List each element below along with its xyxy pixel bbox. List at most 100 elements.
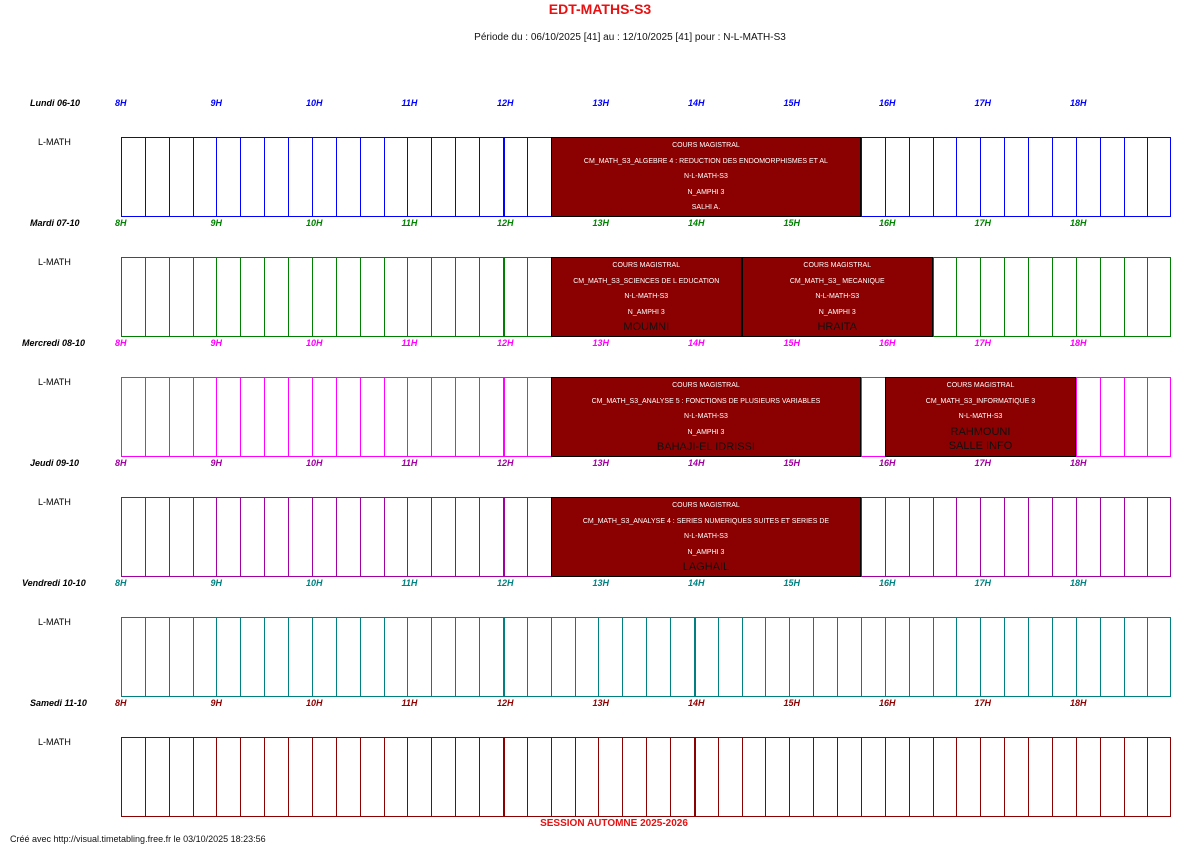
course-detail: N-L-MATH-S3 [958, 413, 1003, 420]
grid-line [717, 618, 719, 696]
hour-label: 12H [497, 578, 514, 588]
hour-label: 14H [688, 338, 705, 348]
hour-label: 10H [306, 458, 323, 468]
course-block[interactable]: COURS MAGISTRAL CM_MATH_S3_ANALYSE 5 : FO… [550, 377, 862, 457]
grid-line [311, 378, 313, 456]
hour-label: 15H [783, 698, 801, 708]
grid-line [264, 738, 266, 816]
course-detail: N_AMPHI 3 [627, 308, 665, 316]
course-block[interactable]: COURS MAGISTRAL CM_MATH_S3_INFORMATIQUE 3… [885, 377, 1076, 457]
grid-line [383, 258, 385, 336]
hour-label: 18H [1070, 698, 1087, 708]
grid-line [908, 618, 910, 696]
course-detail: COURS MAGISTRAL [946, 382, 1015, 389]
grid-line [431, 378, 433, 456]
grid-line [311, 498, 313, 576]
hour-label: 8H [115, 578, 127, 588]
grid-line [144, 138, 146, 216]
grid-line [860, 618, 862, 696]
grid-line [264, 378, 266, 456]
hour-label: 15H [783, 98, 801, 108]
grid-line [1051, 258, 1053, 336]
grid-line [216, 618, 218, 696]
course-block[interactable]: COURS MAGISTRAL CM_MATH_S3_ANALYSE 4 : SE… [550, 497, 862, 577]
hour-label: 17H [974, 698, 992, 708]
grid-line [526, 498, 528, 576]
grid-line [311, 138, 313, 216]
day-label: Lundi 06-10 [30, 98, 81, 108]
hour-label: 11H [401, 578, 418, 588]
course-detail: COURS MAGISTRAL [672, 142, 740, 149]
grid-line [192, 618, 194, 696]
hour-label: 8H [115, 458, 127, 468]
grid-line [646, 618, 648, 696]
grid-line [502, 138, 505, 216]
hour-label: 15H [783, 218, 801, 228]
grid-line [1123, 738, 1125, 816]
grid-line [813, 618, 815, 696]
hour-label: 16H [879, 218, 896, 228]
hour-label: 14H [688, 98, 705, 108]
grid-line [598, 618, 600, 696]
hour-label: 9H [210, 578, 223, 588]
course-block[interactable]: COURS MAGISTRAL CM_MATH_S3_ MECANIQUE N-L-… [741, 257, 933, 337]
hour-label: 13H [592, 218, 610, 228]
grid-line [431, 138, 433, 216]
grid-line [526, 378, 528, 456]
grid-line [956, 258, 958, 336]
grid-line [479, 378, 481, 456]
grid-line [168, 138, 170, 216]
grid-line [932, 738, 934, 816]
grid-line [956, 138, 958, 216]
grid-line [884, 498, 886, 576]
grid-line [932, 138, 934, 216]
day-label: Vendredi 10-10 [22, 578, 86, 588]
grid-line [144, 618, 146, 696]
grid-line [144, 498, 146, 576]
hour-label: 18H [1070, 578, 1087, 588]
day-grid [121, 617, 1171, 697]
grid-line [980, 738, 982, 816]
grid-line [288, 738, 290, 816]
grid-line [216, 498, 218, 576]
hour-label: 14H [688, 458, 705, 468]
course-detail: CM_MATH_S3_ALGEBRE 4 : REDUCTION DES END… [583, 157, 828, 165]
grid-line [311, 618, 313, 696]
grid-line [216, 258, 218, 336]
group-label: L-MATH [38, 377, 71, 387]
hour-label: 18H [1070, 458, 1087, 468]
grid-line [455, 258, 457, 336]
grid-line [837, 738, 839, 816]
grid-line [741, 738, 743, 816]
grid-line [383, 498, 385, 576]
grid-line [502, 618, 505, 696]
grid-line [216, 138, 218, 216]
grid-line [908, 138, 910, 216]
course-teacher: MOUMNI [623, 321, 670, 333]
hour-label: 13H [592, 698, 610, 708]
grid-line [622, 738, 624, 816]
grid-line [860, 498, 862, 576]
grid-line [383, 378, 385, 456]
hour-label: 8H [115, 698, 127, 708]
grid-line [1051, 618, 1053, 696]
grid-line [335, 618, 337, 696]
grid-line [479, 138, 481, 216]
course-block[interactable]: COURS MAGISTRAL CM_MATH_S3_SCIENCES DE L … [550, 257, 742, 337]
hour-label: 12H [497, 698, 514, 708]
grid-line [359, 738, 361, 816]
grid-line [526, 738, 528, 816]
hour-label: 17H [974, 578, 992, 588]
grid-line [383, 738, 385, 816]
grid-line [550, 618, 552, 696]
grid-line [1147, 618, 1149, 696]
grid-line [670, 618, 671, 696]
grid-line [216, 378, 218, 456]
grid-line [479, 618, 481, 696]
course-block[interactable]: COURS MAGISTRAL CM_MATH_S3_ALGEBRE 4 : RE… [550, 137, 862, 217]
grid-line [264, 258, 266, 336]
grid-line [717, 738, 719, 816]
grid-line [670, 738, 671, 816]
grid-line [288, 258, 290, 336]
grid-line [550, 738, 552, 816]
